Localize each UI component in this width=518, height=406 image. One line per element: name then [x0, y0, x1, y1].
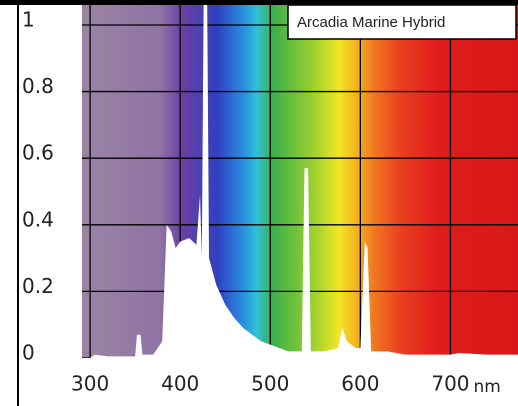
- x-tick-label: 400: [161, 372, 199, 396]
- y-tick-label: 0: [22, 341, 35, 365]
- y-tick-label: 0.6: [22, 141, 54, 165]
- ticks: 0 0.2 0.4 0.6 0.8 1 300 400 500 600 700 nm: [22, 7, 501, 397]
- frame-top: [0, 0, 518, 5]
- y-tick-label: 0.4: [22, 207, 54, 231]
- x-axis-label: nm: [473, 377, 500, 397]
- y-tick-label: 0.2: [22, 274, 54, 298]
- spectrum-background: [82, 5, 518, 358]
- legend-box: [287, 4, 517, 40]
- x-tick-label: 300: [71, 372, 109, 396]
- legend-entry: Arcadia Marine Hybrid: [297, 14, 445, 31]
- frame-left: [17, 0, 19, 406]
- y-tick-label: 1: [22, 7, 35, 31]
- x-tick-label: 700: [431, 372, 469, 396]
- y-tick-label: 0.8: [22, 74, 54, 98]
- x-tick-label: 500: [251, 372, 289, 396]
- plot-area: [90, 5, 518, 358]
- spectrum-area: [90, 5, 518, 358]
- x-tick-label: 600: [341, 372, 379, 396]
